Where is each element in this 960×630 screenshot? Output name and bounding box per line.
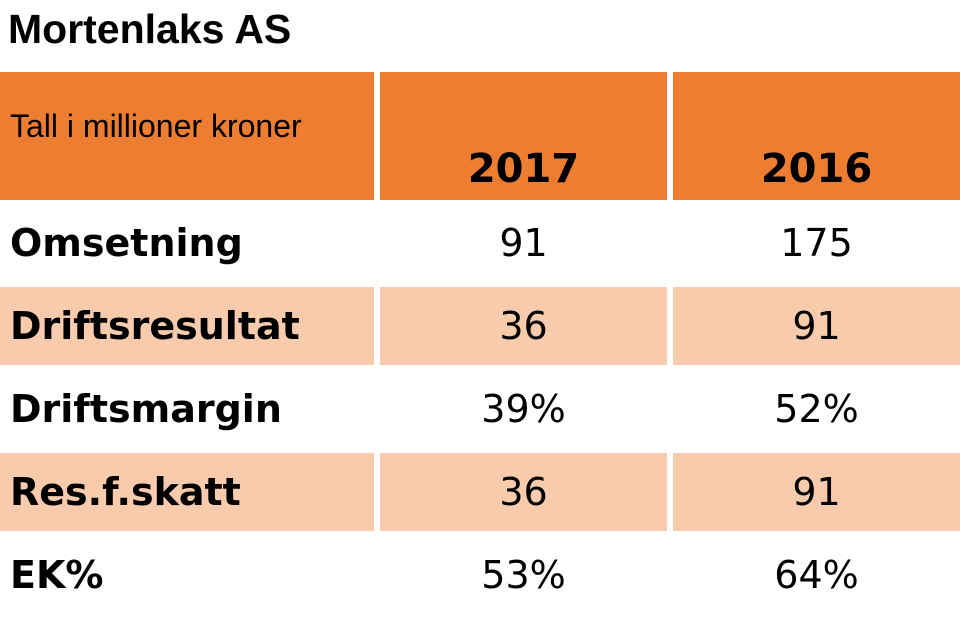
value-cell: 36 — [380, 287, 667, 365]
value-cell: 91 — [673, 453, 960, 531]
table-row: EK% 53% 64% — [0, 536, 960, 614]
header-year-2016: 2016 — [760, 146, 873, 192]
header-year-cell: 2017 — [380, 72, 667, 200]
header-label: Tall i millioner kroner — [10, 108, 302, 144]
value-cell: 39% — [380, 370, 667, 448]
row-label-cell: Driftsresultat — [0, 287, 374, 365]
row-value-2017: 36 — [499, 304, 548, 348]
table-row: Res.f.skatt 36 91 — [0, 453, 960, 531]
row-label-cell: Driftsmargin — [0, 370, 374, 448]
row-label-cell: EK% — [0, 536, 374, 614]
value-cell: 64% — [673, 536, 960, 614]
row-value-2016: 64% — [774, 553, 859, 597]
row-label: Omsetning — [10, 221, 243, 265]
row-value-2016: 175 — [780, 221, 853, 265]
row-label: Res.f.skatt — [10, 470, 241, 514]
row-label: Driftsmargin — [10, 387, 282, 431]
value-cell: 53% — [380, 536, 667, 614]
row-value-2016: 91 — [792, 304, 841, 348]
table-header-row: Tall i millioner kroner 2017 2016 — [0, 72, 960, 200]
header-year-2017: 2017 — [467, 146, 580, 192]
row-value-2016: 52% — [774, 387, 859, 431]
row-label-cell: Res.f.skatt — [0, 453, 374, 531]
row-label-cell: Omsetning — [0, 204, 374, 282]
row-value-2016: 91 — [792, 470, 841, 514]
value-cell: 91 — [673, 287, 960, 365]
row-value-2017: 91 — [499, 221, 548, 265]
table-row: Driftsresultat 36 91 — [0, 287, 960, 365]
row-label: Driftsresultat — [10, 304, 300, 348]
header-label-cell: Tall i millioner kroner — [0, 72, 374, 200]
value-cell: 91 — [380, 204, 667, 282]
header-year-cell: 2016 — [673, 72, 960, 200]
table-row: Omsetning 91 175 — [0, 204, 960, 282]
value-cell: 36 — [380, 453, 667, 531]
table-row: Driftsmargin 39% 52% — [0, 370, 960, 448]
row-value-2017: 39% — [481, 387, 566, 431]
value-cell: 52% — [673, 370, 960, 448]
financial-table: Tall i millioner kroner 2017 2016 Omsetn… — [0, 72, 960, 619]
value-cell: 175 — [673, 204, 960, 282]
row-label: EK% — [10, 553, 104, 597]
page-title: Mortenlaks AS — [8, 6, 292, 52]
row-value-2017: 36 — [499, 470, 548, 514]
row-value-2017: 53% — [481, 553, 566, 597]
